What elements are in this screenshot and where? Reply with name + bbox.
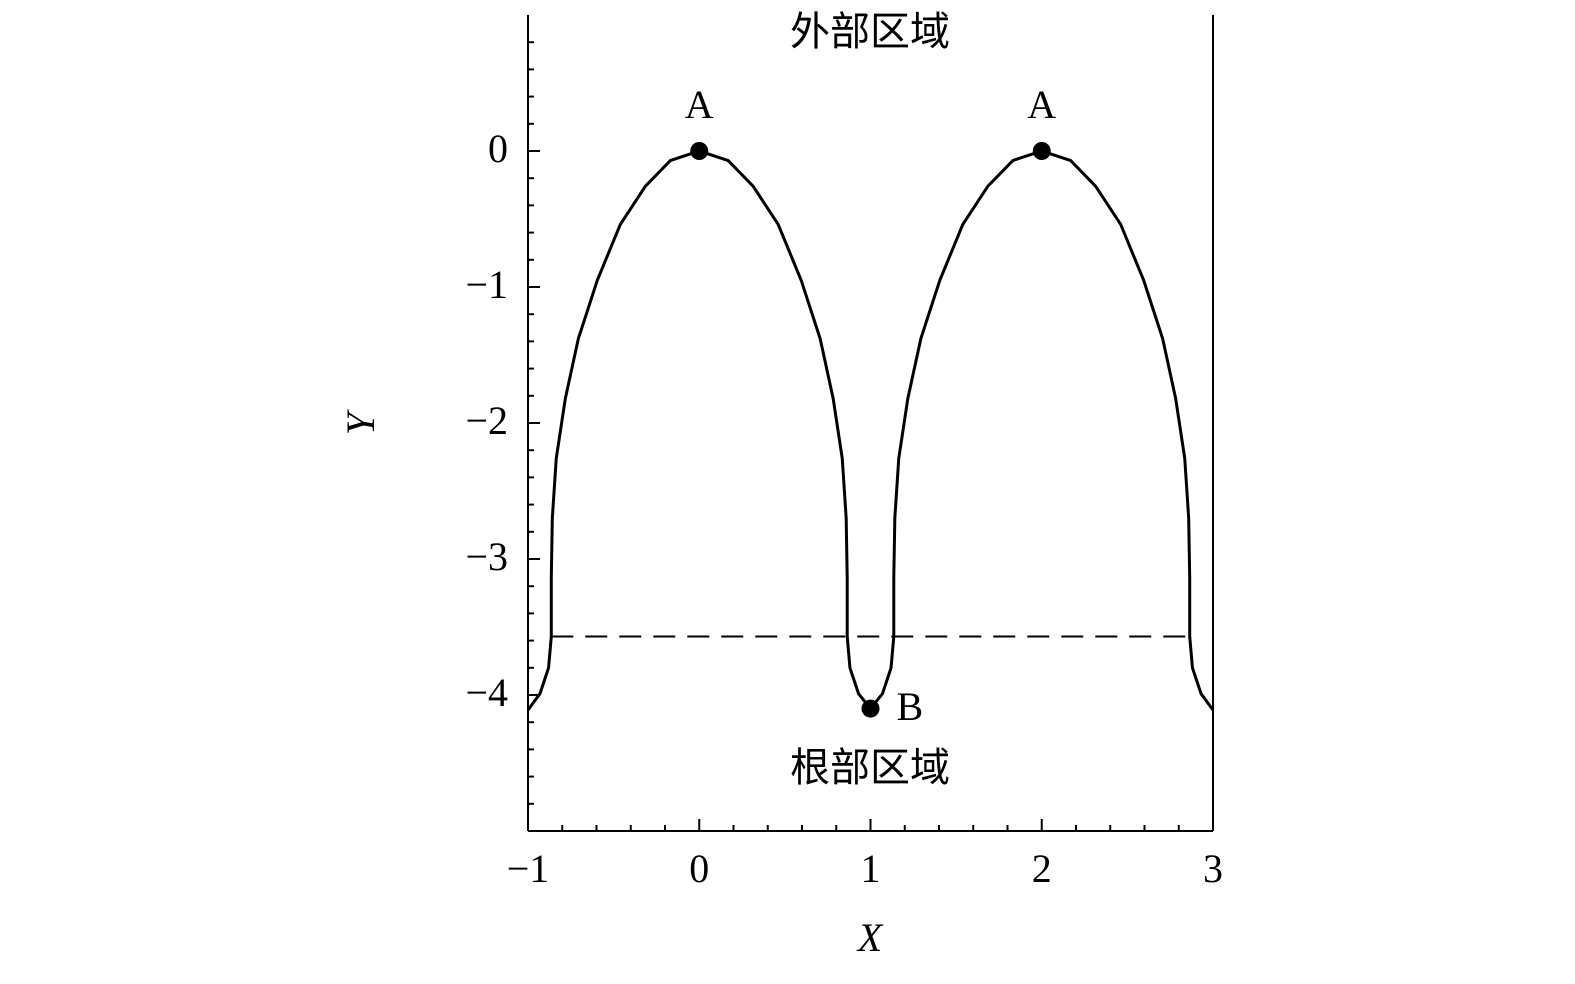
annotation: 外部区域 — [790, 9, 950, 54]
point — [1032, 142, 1051, 160]
y-tick-label: −1 — [465, 262, 508, 307]
point — [861, 699, 880, 718]
point-label: A — [685, 82, 714, 127]
y-tick-label: −2 — [465, 398, 508, 443]
y-axis-label: Y — [338, 409, 383, 435]
x-tick-label: 2 — [1032, 846, 1052, 891]
point — [690, 142, 709, 160]
x-tick-label: 3 — [1203, 846, 1223, 891]
y-tick-label: 0 — [488, 126, 508, 171]
x-tick-label: 0 — [689, 846, 709, 891]
y-tick-label: −3 — [465, 534, 508, 579]
y-tick-label: −4 — [465, 670, 508, 715]
annotation: 根部区域 — [790, 745, 950, 790]
x-tick-label: 1 — [861, 846, 881, 891]
x-axis-label: X — [856, 915, 884, 960]
point-label: B — [897, 684, 924, 729]
curve — [526, 149, 1215, 711]
x-tick-label: −1 — [507, 846, 550, 891]
point-label: A — [1027, 82, 1056, 127]
